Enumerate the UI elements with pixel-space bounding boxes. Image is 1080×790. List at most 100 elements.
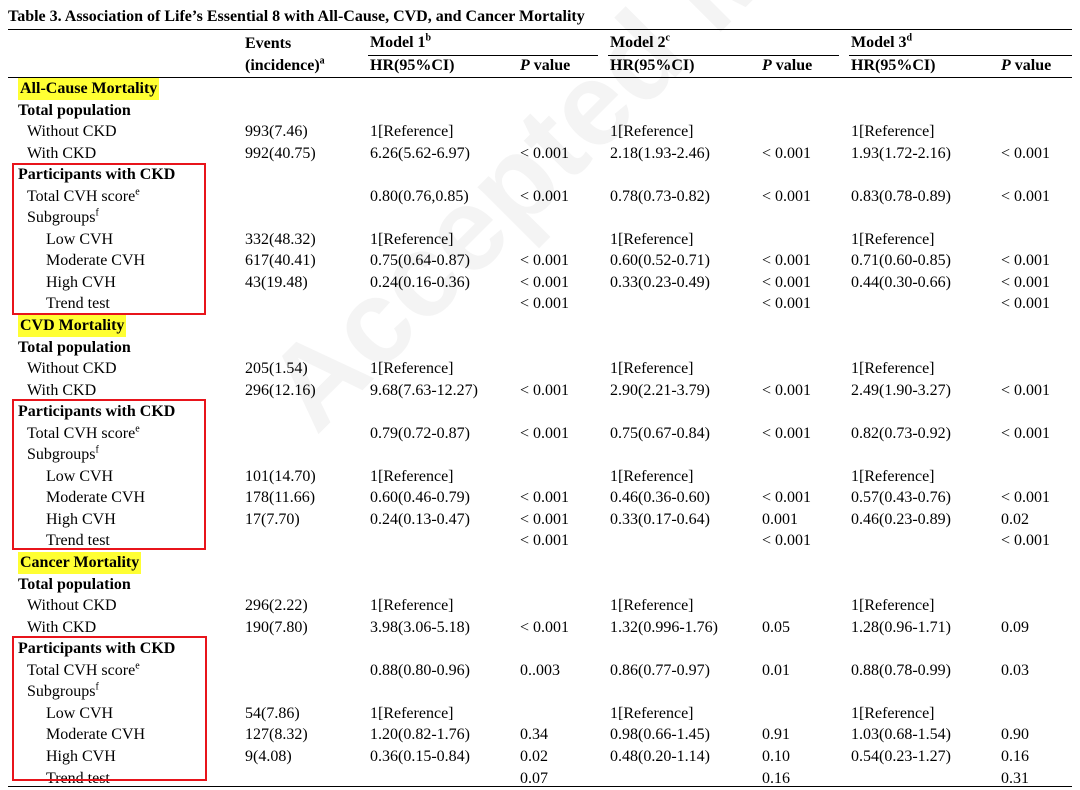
table-cell: 0.54(0.23-1.27) <box>851 747 951 765</box>
table-row: Total population <box>0 100 1080 122</box>
table-body: All-Cause Mortality Total population Witho… <box>0 78 1080 789</box>
table-cell: 0.98(0.66-1.45) <box>610 726 710 744</box>
table-cell: 0.79(0.72-0.87) <box>370 424 470 442</box>
table-cell: < 0.001 <box>762 252 812 270</box>
table-cell: 1[Reference] <box>610 704 694 722</box>
table-row: Total CVH scoree 0.80(0.76,0.85) < 0.001 0.… <box>0 186 1080 208</box>
table-row: Low CVH 332(48.32) 1[Reference] 1[Reference… <box>0 229 1080 251</box>
model2-underline <box>608 55 839 56</box>
table-cell: 0.57(0.43-0.76) <box>851 489 951 507</box>
table-cell: 0.88(0.78-0.99) <box>851 661 951 679</box>
header-p-3: P value <box>1001 57 1052 74</box>
table-cell: 0.82(0.73-0.92) <box>851 424 951 442</box>
table-cell: 0.75(0.67-0.84) <box>610 424 710 442</box>
table-cell: 0.88(0.80-0.96) <box>370 661 470 679</box>
table-cell: 296(12.16) <box>245 381 316 399</box>
table-cell: 2.90(2.21-3.79) <box>610 381 710 399</box>
table-cell: < 0.001 <box>1001 532 1051 550</box>
table-row: Moderate CVH 617(40.41) 0.75(0.64-0.87) < 0… <box>0 250 1080 272</box>
row-label: High CVH <box>46 510 116 528</box>
table-cell: 1.93(1.72-2.16) <box>851 144 951 162</box>
table-cell: 1[Reference] <box>610 360 694 378</box>
table-row: High CVH 17(7.70) 0.24(0.13-0.47) < 0.001 0.… <box>0 509 1080 531</box>
header-p-1: P value <box>520 57 571 74</box>
table-cell: < 0.001 <box>1001 144 1051 162</box>
header-hr-2: HR(95%CI) <box>610 57 695 74</box>
table-cell: < 0.001 <box>520 144 570 162</box>
table-cell: 17(7.70) <box>245 510 300 528</box>
table-cell: 1[Reference] <box>851 230 935 248</box>
table-cell: 0.01 <box>762 661 790 679</box>
table-row: Without CKD 296(2.22) 1[Reference] 1[Refere… <box>0 595 1080 617</box>
table-cell: 0.16 <box>1001 747 1029 765</box>
table-row: Subgroupsf <box>0 681 1080 703</box>
table-cell: < 0.001 <box>1001 252 1051 270</box>
table-cell: 0.31 <box>1001 769 1029 787</box>
row-label: Participants with CKD <box>18 403 176 421</box>
table-cell: 992(40.75) <box>245 144 316 162</box>
table-row: Moderate CVH 127(8.32) 1.20(0.82-1.76) 0.34… <box>0 724 1080 746</box>
row-label: High CVH <box>46 747 116 765</box>
section-label: Cancer Mortality <box>18 552 142 574</box>
header-events: Events <box>245 35 292 52</box>
table-row: Trend test < 0.001 < 0.001 < 0.001 <box>0 293 1080 315</box>
table-cell: 0.02 <box>1001 510 1029 528</box>
table-cell: 1[Reference] <box>370 704 454 722</box>
table-cell: 1.03(0.68-1.54) <box>851 726 951 744</box>
table-cell: 1[Reference] <box>851 360 935 378</box>
table-cell: 1[Reference] <box>370 230 454 248</box>
table-row: Without CKD 205(1.54) 1[Reference] 1[Refere… <box>0 358 1080 380</box>
table-cell: 0.05 <box>762 618 790 636</box>
row-label: Participants with CKD <box>18 166 176 184</box>
row-label: Subgroupsf <box>27 207 99 227</box>
table-cell: < 0.001 <box>520 510 570 528</box>
table-cell: 0.02 <box>520 747 548 765</box>
table-row: Total population <box>0 574 1080 596</box>
row-label: Total population <box>18 575 131 593</box>
row-label: With CKD <box>27 144 97 162</box>
table-cell: 0.24(0.16-0.36) <box>370 273 470 291</box>
table-cell: 0.75(0.64-0.87) <box>370 252 470 270</box>
table-cell: 0..003 <box>520 661 560 679</box>
table-row: Moderate CVH 178(11.66) 0.60(0.46-0.79) < 0… <box>0 487 1080 509</box>
table-cell: < 0.001 <box>520 489 570 507</box>
highlight-box-all-cause <box>12 163 206 315</box>
table-cell: 1[Reference] <box>370 467 454 485</box>
row-label: Low CVH <box>46 704 114 722</box>
row-label: Total CVH scoree <box>27 186 140 205</box>
table-cell: 0.48(0.20-1.14) <box>610 747 710 765</box>
table-cell: 178(11.66) <box>245 489 316 507</box>
table-cell: 0.03 <box>1001 661 1029 679</box>
table-cell: < 0.001 <box>1001 381 1051 399</box>
table-cell: 0.33(0.23-0.49) <box>610 273 710 291</box>
table-row: Participants with CKD <box>0 401 1080 423</box>
table-cell: 0.90 <box>1001 726 1029 744</box>
row-label: Low CVH <box>46 230 114 248</box>
table-row: High CVH 43(19.48) 0.24(0.16-0.36) < 0.001 0… <box>0 272 1080 294</box>
row-label: Moderate CVH <box>46 726 146 744</box>
table-title: Table 3. Association of Life’s Essential… <box>8 8 585 25</box>
table-cell: 0.36(0.15-0.84) <box>370 747 470 765</box>
table-cell: < 0.001 <box>762 187 812 205</box>
row-label: Total CVH scoree <box>27 423 140 442</box>
table-row: Participants with CKD <box>0 164 1080 186</box>
table-cell: 0.16 <box>762 769 790 787</box>
table-cell: 332(48.32) <box>245 230 316 248</box>
row-label: Without CKD <box>27 123 117 141</box>
header-p-2: P value <box>762 57 813 74</box>
table-cell: < 0.001 <box>1001 273 1051 291</box>
table-row: Trend test 0.07 0.16 0.31 <box>0 768 1080 790</box>
section-row: CVD Mortality <box>0 315 1080 337</box>
header-model3: Model 3d <box>851 32 913 51</box>
row-label: Subgroupsf <box>27 681 99 701</box>
header-incidence: (incidence)a <box>245 55 325 74</box>
table-cell: 190(7.80) <box>245 618 308 636</box>
table-cell: 0.71(0.60-0.85) <box>851 252 951 270</box>
table-cell: 1[Reference] <box>610 597 694 615</box>
table-cell: < 0.001 <box>1001 489 1051 507</box>
table-cell: 0.78(0.73-0.82) <box>610 187 710 205</box>
table-row: With CKD 296(12.16) 9.68(7.63-12.27) < 0.00… <box>0 380 1080 402</box>
table-cell: < 0.001 <box>520 273 570 291</box>
header-hr-3: HR(95%CI) <box>851 57 936 74</box>
row-label: Trend test <box>46 295 110 313</box>
